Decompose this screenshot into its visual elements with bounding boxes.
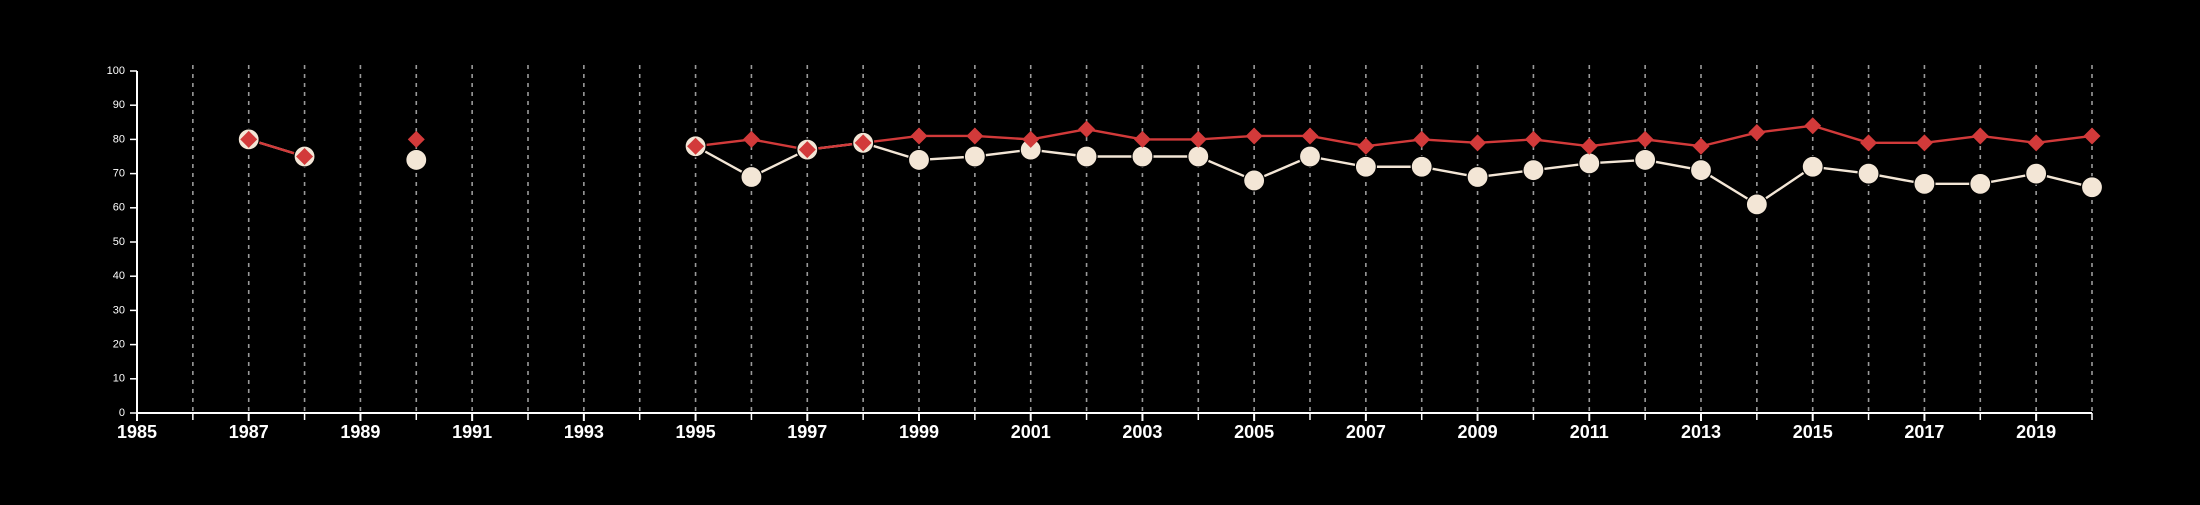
diamond-point	[1078, 120, 1096, 138]
diamond-point	[1971, 127, 1989, 145]
diamond-point	[798, 141, 816, 159]
circle-point	[1857, 162, 1880, 185]
circle-point	[1634, 148, 1657, 172]
circle-point	[1578, 152, 1601, 175]
diamond-point	[1692, 137, 1710, 155]
diamond-point	[1580, 137, 1598, 155]
x-tick-label: 2015	[1793, 422, 1833, 442]
diamond-point	[1301, 127, 1319, 145]
gridlines	[192, 65, 2093, 413]
circle-point	[1354, 155, 1377, 178]
diamond-point	[1524, 130, 1542, 148]
circle-point	[1298, 145, 1322, 168]
circle-point	[1187, 145, 1210, 168]
diamond-point	[742, 130, 760, 148]
y-tick-label: 40	[113, 270, 125, 282]
diamond-series-line	[695, 124, 2093, 151]
x-tick-label: 2001	[1011, 422, 1051, 442]
diamond-point	[1413, 130, 1431, 148]
x-tick-label: 2003	[1122, 422, 1162, 442]
diamond-point	[1133, 130, 1151, 148]
y-tick-label: 0	[119, 407, 125, 419]
x-tick-label: 2019	[2016, 422, 2056, 442]
x-tick-label: 2009	[1458, 422, 1498, 442]
circle-point	[1801, 155, 1824, 178]
x-tick-label: 2007	[1346, 422, 1386, 442]
y-tick-label: 10	[113, 373, 125, 385]
circle-point	[1243, 169, 1266, 192]
diamond-point	[1748, 124, 1766, 142]
y-tick-label: 30	[113, 304, 125, 316]
circle-point	[1913, 172, 1936, 195]
diamond-point	[2027, 134, 2045, 152]
y-tick-label: 60	[113, 202, 125, 214]
axes: 0 10 20 30 40 50 60 70 80 90 100 1985 1987 1989 1991 19…	[107, 65, 2093, 442]
x-tick-label: 1997	[787, 422, 827, 442]
y-tick-label: 90	[113, 99, 125, 111]
diamond-point	[1636, 130, 1654, 148]
circle-point	[1131, 145, 1154, 168]
diamond-point	[240, 130, 258, 148]
diamond-point	[687, 137, 705, 155]
diamond-point	[1357, 137, 1375, 155]
circle-series-line	[694, 141, 2093, 206]
x-tick-label: 1993	[564, 422, 604, 442]
diamond-point	[1860, 134, 1878, 152]
x-tick-label: 1999	[899, 422, 939, 442]
x-tick-label: 1985	[117, 422, 157, 442]
x-tick-label: 2005	[1234, 422, 1274, 442]
y-tick-label: 20	[113, 339, 125, 351]
diamond-point	[966, 127, 984, 145]
diamond-point	[407, 130, 425, 148]
circle-point	[405, 148, 428, 172]
circle-point	[1075, 145, 1098, 168]
circle-point	[1410, 155, 1433, 178]
circle-point	[2080, 176, 2104, 199]
x-tick-label: 2011	[1570, 422, 1609, 442]
y-tick-label: 100	[107, 65, 125, 77]
x-tick-label: 2017	[1904, 422, 1944, 442]
diamond-point	[1915, 134, 1933, 152]
x-tick-label: 1987	[229, 422, 269, 442]
y-tick-label: 80	[113, 133, 125, 145]
circle-point	[1689, 159, 1713, 182]
series	[237, 117, 2104, 216]
x-tick-label: 1989	[340, 422, 380, 442]
diamond-point	[1189, 130, 1207, 148]
circle-point	[740, 165, 763, 189]
x-tick-label: 1995	[676, 422, 716, 442]
y-tick-label: 50	[113, 236, 125, 248]
diamond-point	[910, 127, 928, 145]
diamond-point	[1245, 127, 1263, 145]
diamond-point	[296, 148, 314, 165]
diamond-point	[854, 134, 872, 152]
circle-point	[2025, 162, 2048, 185]
diamond-point	[2083, 127, 2101, 145]
circle-point	[1466, 165, 1489, 189]
x-tick-label: 2013	[1681, 422, 1721, 442]
circle-point	[963, 145, 986, 168]
x-tick-label: 1991	[452, 422, 492, 442]
circle-point	[1522, 159, 1545, 182]
y-tick-label: 70	[113, 168, 125, 180]
diamond-point	[1469, 134, 1487, 152]
diamond-point	[1022, 130, 1040, 148]
circle-point	[1969, 172, 1992, 195]
circle-point	[907, 148, 931, 172]
circle-point	[1745, 193, 1768, 216]
diamond-point	[1804, 117, 1822, 135]
